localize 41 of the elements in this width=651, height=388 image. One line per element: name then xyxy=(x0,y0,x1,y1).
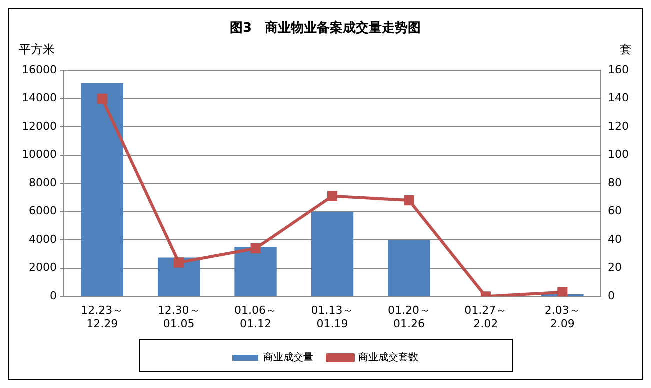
point xyxy=(97,94,108,104)
y2-tick-label: 160 xyxy=(608,63,630,76)
y-tick-label: 12000 xyxy=(22,120,57,133)
point xyxy=(250,244,261,254)
y2-tick-label: 40 xyxy=(608,232,622,246)
y2-tick-label: 100 xyxy=(608,148,630,162)
point xyxy=(174,258,184,268)
y-tick-label: 16000 xyxy=(22,63,57,76)
point xyxy=(404,196,414,206)
y-tick-label: 8000 xyxy=(28,176,57,190)
bar xyxy=(234,247,277,296)
y2-tick-label: 120 xyxy=(608,120,630,133)
bar xyxy=(81,83,124,296)
point xyxy=(558,287,568,297)
x-tick-label: 12.23～ 12.29 xyxy=(81,304,124,330)
y2-tick-label: 20 xyxy=(608,261,622,274)
y2-tick-label: 60 xyxy=(608,204,622,218)
x-tick-label: 01.13～ 01.19 xyxy=(311,304,354,330)
x-tick-label: 01.06～ 01.12 xyxy=(234,304,278,330)
bar xyxy=(388,240,430,296)
x-tick-label: 01.20～ 01.26 xyxy=(388,304,430,330)
point xyxy=(327,191,338,202)
y-axis-title: 平方米 xyxy=(19,42,55,57)
y-tick-label: 0 xyxy=(50,289,57,302)
x-tick-label: 01.27～ 2.02 xyxy=(464,304,508,330)
chart-title: 图3 商业物业备案成交量走势图 xyxy=(230,20,422,36)
y2-tick-label: 140 xyxy=(608,92,630,105)
legend-label: 商业成交套数 xyxy=(358,352,418,364)
y-tick-label: 10000 xyxy=(22,148,57,162)
y2-tick-label: 0 xyxy=(608,289,616,302)
bar xyxy=(311,212,354,296)
bar xyxy=(158,258,200,296)
y-tick-label: 2000 xyxy=(28,261,57,274)
y-tick-label: 4000 xyxy=(28,232,57,246)
x-tick-label: 2.03～ 2.09 xyxy=(544,304,580,330)
y2-axis-title: 套 xyxy=(620,42,632,57)
y-tick-label: 6000 xyxy=(28,204,57,218)
y-tick-label: 14000 xyxy=(22,92,57,105)
legend-label: 商业成交量 xyxy=(264,352,314,364)
x-tick-label: 12.30～ 01.05 xyxy=(158,304,200,330)
y2-tick-label: 80 xyxy=(608,176,622,190)
